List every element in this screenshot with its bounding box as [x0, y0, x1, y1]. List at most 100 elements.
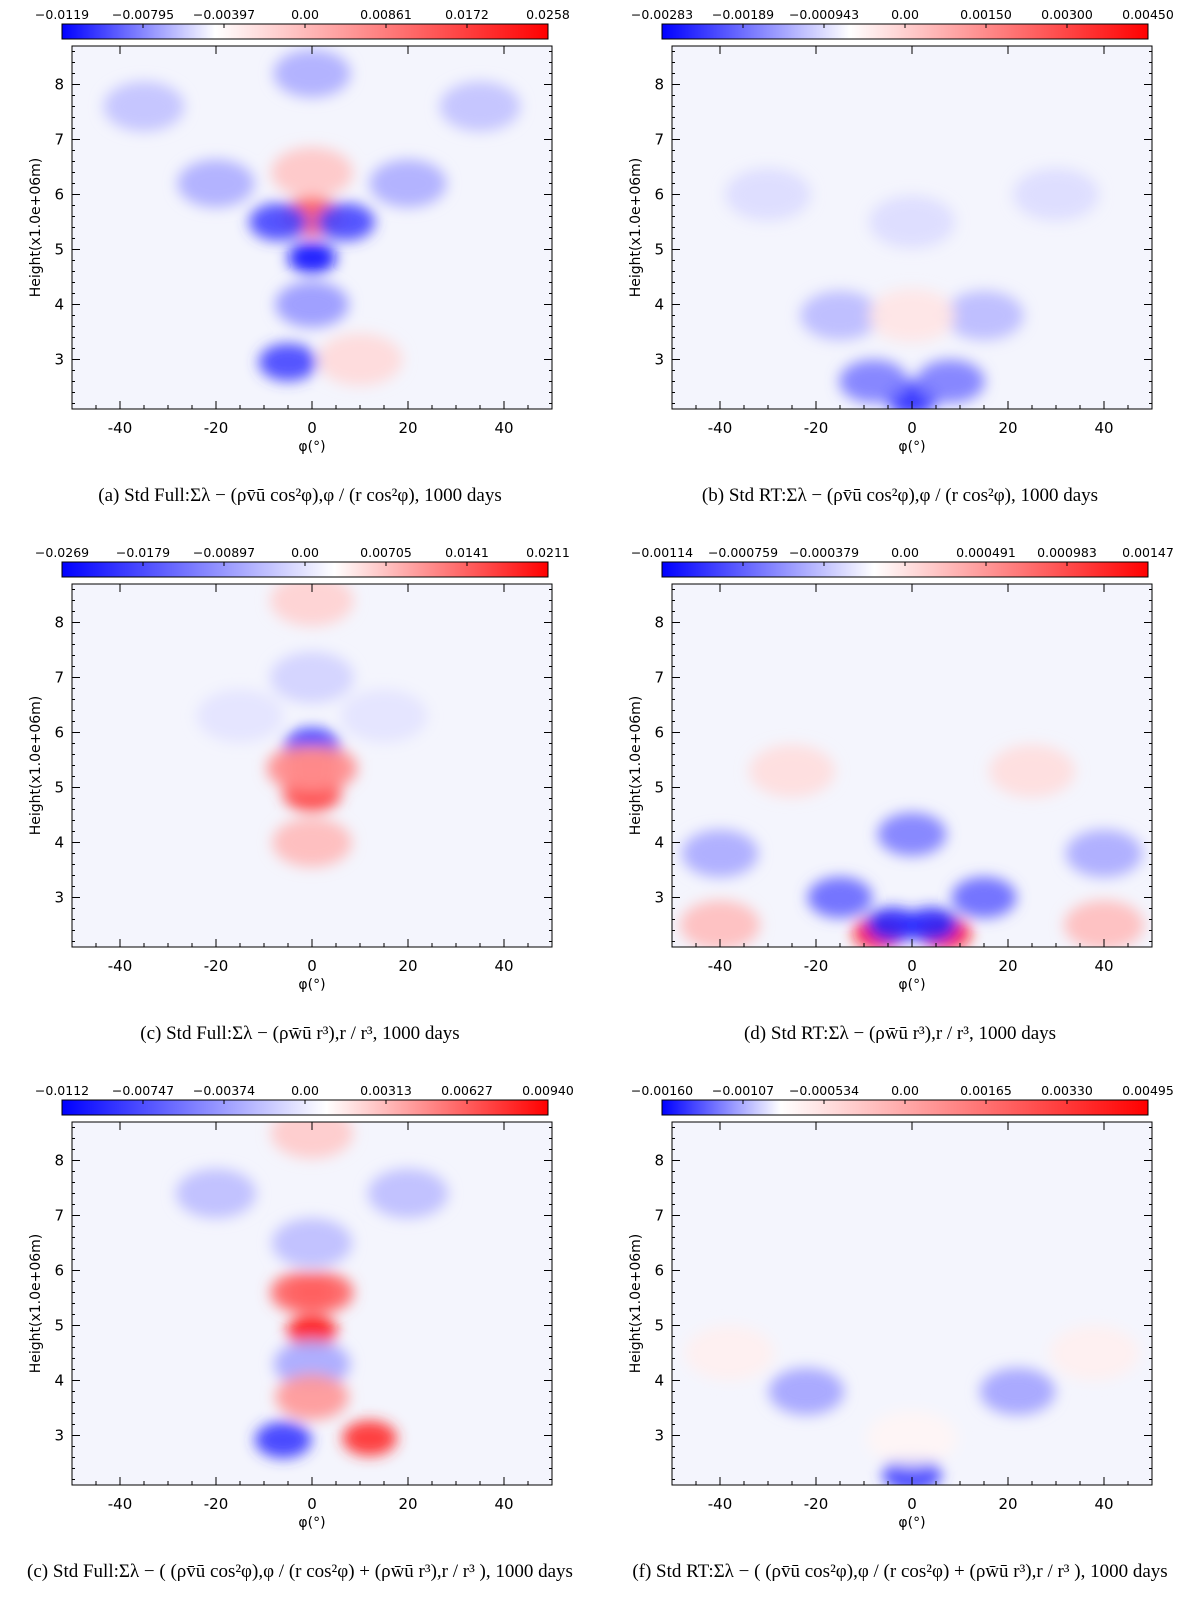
colorbar-label-c-4: 0.00705 [360, 545, 412, 560]
ytick-label-f-0: 3 [654, 1427, 664, 1445]
field-blob-c-6 [196, 689, 284, 743]
xtick-label-a-4: 40 [494, 419, 513, 437]
colorbar-label-b-3: 0.00 [891, 7, 919, 22]
colorbar-label-a-3: 0.00 [291, 7, 319, 22]
xtick-label-d-1: -20 [804, 957, 829, 975]
colorbar-label-e-3: 0.00 [291, 1083, 319, 1098]
ylabel-c: Height(x1.0e+06m) [28, 696, 44, 836]
field-blob-a-2 [288, 241, 336, 274]
field-blob-f-0 [768, 1368, 845, 1415]
ytick-label-c-1: 4 [54, 834, 64, 852]
ytick-label-e-2: 5 [54, 1317, 64, 1335]
ytick-label-b-1: 4 [654, 296, 664, 314]
caption-c-expr: Σλ − (ρw̄ū r³),r / r³ [232, 1023, 373, 1044]
ytick-label-b-4: 7 [654, 131, 664, 149]
caption-c-prefix: (c) Std Full: [140, 1023, 233, 1044]
xlabel-a: φ(°) [298, 439, 325, 455]
field-blob-b-1 [944, 290, 1024, 341]
xtick-label-b-2: 0 [907, 419, 917, 437]
field-blob-b-7 [1013, 168, 1099, 221]
colorbar-label-f-5: 0.00330 [1041, 1083, 1093, 1098]
colorbar-label-e-2: −0.00374 [193, 1083, 255, 1098]
ylabel-e: Height(x1.0e+06m) [28, 1234, 44, 1374]
xtick-label-f-2: 0 [907, 1495, 917, 1513]
field-blob-c-8 [272, 817, 352, 868]
field-blob-e-2 [289, 1272, 354, 1313]
colorbar-label-a-2: −0.00397 [193, 7, 255, 22]
ytick-label-a-2: 5 [54, 241, 64, 259]
caption-b: (b) Std RT:Σλ − (ρv̄ū cos²φ),φ / (r cos²… [600, 485, 1200, 507]
colorbar-label-b-0: −0.00283 [631, 7, 693, 22]
field-blob-e-3 [342, 1420, 397, 1457]
field-blob-a-3 [249, 203, 308, 241]
ytick-label-a-5: 8 [54, 76, 64, 94]
colorbar-label-c-0: −0.0269 [35, 545, 89, 560]
xtick-label-e-4: 40 [494, 1495, 513, 1513]
caption-e-suffix: , 1000 days [485, 1561, 573, 1582]
xtick-label-b-3: 20 [998, 419, 1017, 437]
field-c [196, 584, 428, 868]
ytick-label-c-2: 5 [54, 779, 64, 797]
colorbar-label-a-0: −0.0119 [35, 7, 89, 22]
xlabel-f: φ(°) [898, 1515, 925, 1531]
panel-f: −0.00160 −0.00107 −0.000534 0.00 0.00165 0.00… [600, 1076, 1200, 1614]
panel-c: −0.0269 −0.0179 −0.00897 0.00 0.00705 0.0141 0… [0, 538, 600, 1076]
field-blob-a-10 [275, 281, 349, 328]
field-blob-b-8 [869, 195, 955, 249]
xtick-label-e-2: 0 [307, 1495, 317, 1513]
colorbar-label-e-1: −0.00747 [112, 1083, 174, 1098]
xtick-label-a-3: 20 [398, 419, 417, 437]
colorbar-label-b-4: 0.00150 [960, 7, 1012, 22]
ytick-label-a-3: 6 [54, 186, 64, 204]
caption-d-expr: Σλ − (ρw̄ū r³),r / r³ [828, 1023, 969, 1044]
ytick-label-f-5: 8 [654, 1152, 664, 1170]
colorbar-label-c-5: 0.0141 [445, 545, 489, 560]
field-blob-d-12 [988, 744, 1076, 798]
xtick-label-f-0: -40 [708, 1495, 733, 1513]
field-blob-a-11 [103, 81, 185, 132]
xtick-label-b-4: 40 [1094, 419, 1113, 437]
ytick-label-e-3: 6 [54, 1262, 64, 1280]
caption-a-expr: Σλ − (ρv̄ū cos²φ),φ / (r cos²φ) [190, 485, 415, 506]
colorbar-label-c-6: 0.0211 [526, 545, 570, 560]
colorbar-label-a-4: 0.00861 [360, 7, 412, 22]
field-blob-c-3 [286, 745, 358, 791]
field-blob-d-6 [904, 907, 958, 943]
field-blob-a-7 [177, 159, 255, 208]
field-blob-e-4 [254, 1421, 312, 1459]
plot-bg-d [672, 584, 1152, 947]
colorbar-label-f-2: −0.000534 [789, 1083, 859, 1098]
field-blob-e-7 [175, 1168, 257, 1219]
xtick-label-b-1: -20 [804, 419, 829, 437]
xtick-label-a-2: 0 [307, 419, 317, 437]
ytick-label-d-2: 5 [654, 779, 664, 797]
ytick-label-d-4: 7 [654, 669, 664, 687]
field-a [103, 49, 521, 386]
ytick-label-c-5: 8 [54, 614, 64, 632]
caption-d: (d) Std RT:Σλ − (ρw̄ū r³),r / r³, 1000 d… [600, 1023, 1200, 1045]
ytick-label-c-0: 3 [54, 889, 64, 907]
ytick-label-b-2: 5 [654, 241, 664, 259]
caption-b-expr: Σλ − (ρv̄ū cos²φ),φ / (r cos²φ) [786, 485, 1011, 506]
ytick-label-f-2: 5 [654, 1317, 664, 1335]
caption-e-prefix: (c) Std Full: [27, 1561, 119, 1582]
panel-e: −0.0112 −0.00747 −0.00374 0.00 0.00313 0.0062… [0, 1076, 600, 1614]
panel-b: −0.00283 −0.00189 −0.000943 0.00 0.00150 0.00… [600, 0, 1200, 538]
field-blob-d-7 [679, 900, 761, 947]
caption-a-suffix: , 1000 days [414, 485, 502, 506]
ytick-label-a-1: 4 [54, 296, 64, 314]
ytick-label-f-1: 4 [654, 1372, 664, 1390]
colorbar-label-d-5: 0.000983 [1037, 545, 1097, 560]
xtick-label-c-1: -20 [204, 957, 229, 975]
field-blob-a-9 [317, 333, 403, 386]
xtick-label-c-0: -40 [108, 957, 133, 975]
colorbar-label-d-2: −0.000379 [789, 545, 859, 560]
field-blob-d-8 [1063, 900, 1145, 947]
ytick-label-e-0: 3 [54, 1427, 64, 1445]
xtick-label-e-1: -20 [204, 1495, 229, 1513]
ytick-label-e-5: 8 [54, 1152, 64, 1170]
colorbar-label-f-1: −0.00107 [712, 1083, 774, 1098]
colorbar-label-c-3: 0.00 [291, 545, 319, 560]
caption-b-suffix: , 1000 days [1010, 485, 1099, 506]
ytick-label-c-3: 6 [54, 724, 64, 742]
